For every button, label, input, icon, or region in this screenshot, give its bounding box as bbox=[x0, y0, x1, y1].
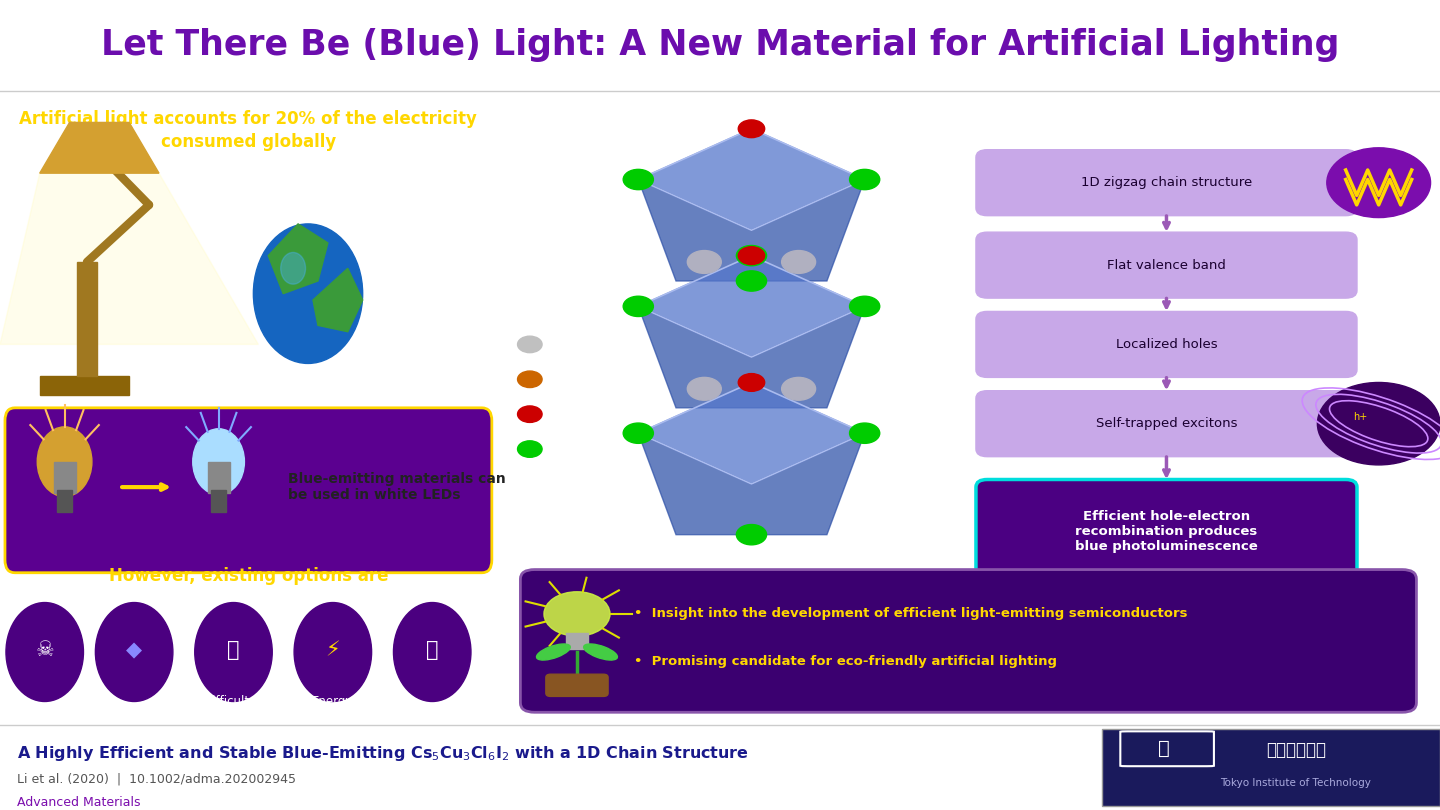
Bar bbox=[58, 490, 72, 513]
Text: 👷: 👷 bbox=[228, 640, 239, 660]
Circle shape bbox=[1326, 147, 1430, 218]
Text: However, existing options are: However, existing options are bbox=[108, 567, 389, 585]
Circle shape bbox=[736, 525, 766, 545]
Circle shape bbox=[517, 441, 541, 458]
Circle shape bbox=[624, 169, 654, 190]
Polygon shape bbox=[0, 173, 258, 344]
Text: 💰: 💰 bbox=[426, 640, 438, 660]
FancyBboxPatch shape bbox=[976, 232, 1356, 298]
Circle shape bbox=[850, 296, 880, 317]
Text: Toxic: Toxic bbox=[30, 702, 59, 715]
Circle shape bbox=[850, 423, 880, 443]
Circle shape bbox=[850, 169, 880, 190]
Circle shape bbox=[37, 427, 92, 497]
Text: Tokyo Institute of Technology: Tokyo Institute of Technology bbox=[1221, 778, 1371, 788]
Circle shape bbox=[281, 253, 305, 284]
Text: Self-trapped excitons: Self-trapped excitons bbox=[1096, 417, 1237, 430]
Text: New blue-emitting alkali copper halide discovered:: New blue-emitting alkali copper halide d… bbox=[526, 113, 992, 129]
Text: Cl: Cl bbox=[556, 442, 569, 455]
Text: Energy
inefficient: Energy inefficient bbox=[304, 695, 363, 723]
FancyBboxPatch shape bbox=[976, 390, 1356, 457]
Text: 1D zigzag chain structure: 1D zigzag chain structure bbox=[1081, 177, 1253, 190]
Bar bbox=[53, 462, 75, 493]
FancyBboxPatch shape bbox=[520, 569, 1417, 712]
Polygon shape bbox=[638, 382, 864, 484]
Text: ⚡: ⚡ bbox=[325, 640, 340, 660]
Polygon shape bbox=[638, 129, 864, 230]
Text: Advanced Materials: Advanced Materials bbox=[17, 796, 141, 809]
Polygon shape bbox=[638, 306, 864, 408]
Circle shape bbox=[782, 250, 815, 274]
Text: ☠: ☠ bbox=[36, 640, 55, 660]
Text: Blue-emitting materials can
be used in white LEDs: Blue-emitting materials can be used in w… bbox=[288, 472, 505, 502]
Bar bbox=[212, 490, 226, 513]
FancyBboxPatch shape bbox=[976, 311, 1356, 377]
Ellipse shape bbox=[537, 644, 570, 660]
Circle shape bbox=[393, 603, 471, 701]
Circle shape bbox=[736, 245, 766, 266]
Circle shape bbox=[687, 250, 721, 274]
FancyBboxPatch shape bbox=[976, 150, 1356, 215]
Text: 门: 门 bbox=[1158, 740, 1169, 758]
Polygon shape bbox=[268, 224, 328, 294]
FancyBboxPatch shape bbox=[976, 480, 1356, 583]
Circle shape bbox=[193, 428, 245, 495]
Text: Cs: Cs bbox=[556, 338, 572, 351]
Bar bbox=[207, 462, 229, 493]
Text: Difficult to
produce: Difficult to produce bbox=[203, 695, 265, 723]
Bar bbox=[76, 262, 96, 376]
Text: ◆: ◆ bbox=[127, 640, 143, 660]
Text: Li et al. (2020)  |  10.1002/adma.202002945: Li et al. (2020) | 10.1002/adma.20200294… bbox=[17, 773, 297, 786]
Polygon shape bbox=[638, 256, 864, 357]
Circle shape bbox=[194, 603, 272, 701]
Ellipse shape bbox=[583, 644, 618, 660]
Circle shape bbox=[624, 423, 654, 443]
Polygon shape bbox=[312, 268, 363, 332]
FancyBboxPatch shape bbox=[546, 674, 608, 697]
Text: Expensive: Expensive bbox=[402, 702, 462, 715]
Circle shape bbox=[739, 120, 765, 138]
Text: Artificial light accounts for 20% of the electricity
consumed globally: Artificial light accounts for 20% of the… bbox=[20, 109, 477, 151]
FancyBboxPatch shape bbox=[1102, 729, 1440, 806]
Circle shape bbox=[544, 592, 611, 636]
Text: Let There Be (Blue) Light: A New Material for Artificial Lighting: Let There Be (Blue) Light: A New Materia… bbox=[101, 28, 1339, 62]
Bar bbox=[566, 633, 589, 649]
FancyBboxPatch shape bbox=[4, 408, 492, 573]
Circle shape bbox=[517, 371, 541, 387]
Text: A Highly Efficient and Stable Blue-Emitting Cs$_5$Cu$_3$Cl$_6$I$_2$ with a 1D Ch: A Highly Efficient and Stable Blue-Emitt… bbox=[17, 744, 749, 763]
Circle shape bbox=[294, 603, 372, 701]
Text: •  Insight into the development of efficient light-emitting semiconductors: • Insight into the development of effici… bbox=[634, 608, 1187, 620]
Circle shape bbox=[6, 603, 84, 701]
Circle shape bbox=[517, 406, 541, 423]
Polygon shape bbox=[40, 122, 158, 173]
Circle shape bbox=[739, 373, 765, 391]
Text: Unstable: Unstable bbox=[108, 702, 160, 715]
Circle shape bbox=[517, 336, 541, 352]
Polygon shape bbox=[638, 180, 864, 281]
Polygon shape bbox=[638, 433, 864, 535]
Text: h+: h+ bbox=[1352, 412, 1367, 422]
Circle shape bbox=[253, 224, 363, 364]
Text: Localized holes: Localized holes bbox=[1116, 338, 1217, 351]
Circle shape bbox=[624, 296, 654, 317]
Text: 東京工業大学: 東京工業大学 bbox=[1266, 741, 1326, 760]
Text: Cs$_5$Cu$_3$Cl$_6$I$_2$: Cs$_5$Cu$_3$Cl$_6$I$_2$ bbox=[1152, 113, 1251, 132]
Text: I: I bbox=[556, 407, 560, 420]
Bar bbox=[40, 376, 130, 395]
Text: Flat valence band: Flat valence band bbox=[1107, 258, 1225, 271]
Circle shape bbox=[736, 271, 766, 291]
Text: •  Promising candidate for eco-friendly artificial lighting: • Promising candidate for eco-friendly a… bbox=[634, 655, 1057, 668]
Text: Cu: Cu bbox=[556, 373, 573, 386]
Circle shape bbox=[782, 377, 815, 400]
Circle shape bbox=[687, 377, 721, 400]
Circle shape bbox=[1318, 382, 1440, 465]
Circle shape bbox=[95, 603, 173, 701]
Circle shape bbox=[739, 247, 765, 265]
Text: Efficient hole-electron
recombination produces
blue photoluminescence: Efficient hole-electron recombination pr… bbox=[1076, 510, 1259, 553]
